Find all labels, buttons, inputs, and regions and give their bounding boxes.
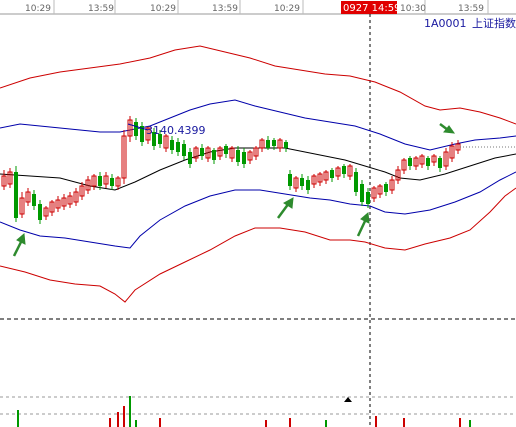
green-arrow-icon bbox=[12, 232, 26, 257]
lower-band-line bbox=[0, 187, 516, 303]
time-tick-label: 13:59 bbox=[88, 4, 114, 14]
cursor-crosshair[interactable]: 0927 14:59 bbox=[341, 1, 400, 427]
price-annotation: 3140.4399 bbox=[127, 123, 206, 137]
upper-band-line bbox=[0, 45, 516, 125]
candlesticks bbox=[1, 116, 461, 224]
time-tick-label: 13:59 bbox=[212, 4, 238, 14]
price-annotation-label: 3140.4399 bbox=[146, 124, 206, 137]
cursor-time-tag bbox=[341, 1, 397, 14]
time-tick-label: 10:30 bbox=[400, 4, 426, 14]
small-triangle-marker-icon bbox=[344, 397, 352, 402]
time-tick-label: 13:59 bbox=[458, 4, 484, 14]
cursor-time-label: 0927 14:59 bbox=[343, 3, 400, 14]
time-tick-label: 10:29 bbox=[25, 4, 51, 14]
green-arrow-icon bbox=[439, 123, 456, 134]
index-name: 上证指数 bbox=[472, 16, 516, 30]
green-arrow-icon bbox=[356, 211, 370, 237]
lower-middle-band-line bbox=[0, 171, 516, 249]
volume-panel bbox=[0, 396, 516, 427]
green-arrow-icon bbox=[276, 197, 294, 219]
index-code: 1A0001 bbox=[424, 17, 467, 30]
middle-upper-band-line bbox=[0, 99, 516, 151]
time-axis: 10:29 13:59 10:29 13:59 10:29 10:30 13:5… bbox=[0, 0, 516, 15]
time-tick-label: 10:29 bbox=[274, 4, 300, 14]
time-tick-label: 10:29 bbox=[150, 4, 176, 14]
